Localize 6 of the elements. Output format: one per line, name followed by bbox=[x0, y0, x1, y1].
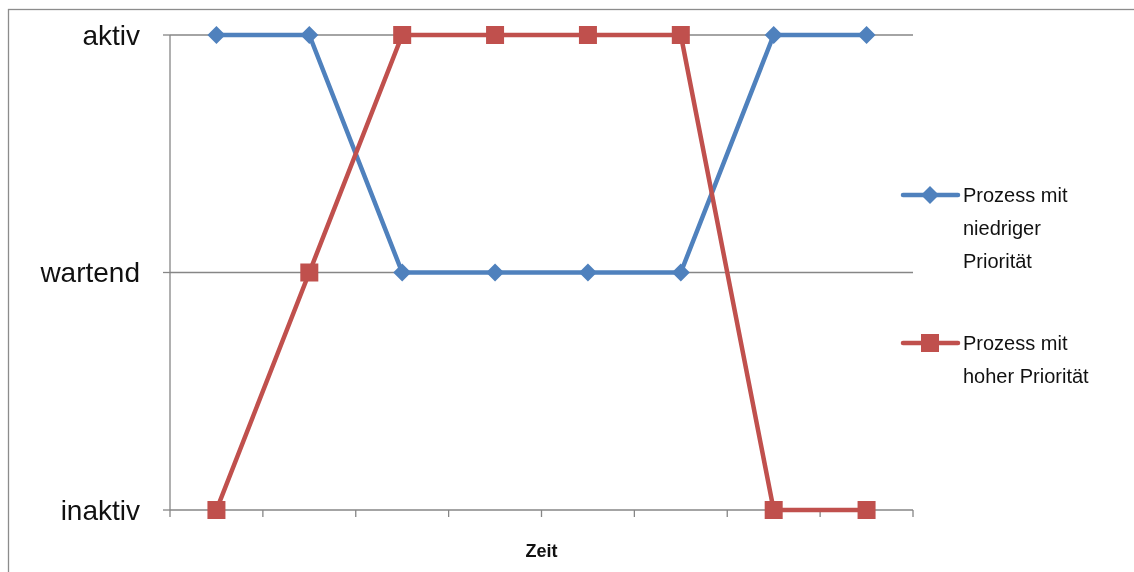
legend-label: Prozess mit hoher Priorität bbox=[963, 332, 1090, 387]
category-label: aktiv bbox=[82, 19, 140, 51]
category-label: inaktiv bbox=[60, 494, 140, 526]
category-label: wartend bbox=[40, 257, 140, 288]
x-axis-title: Zeit bbox=[525, 541, 558, 561]
legend-label: Prozess mit niedriger Priorität bbox=[963, 184, 1068, 272]
